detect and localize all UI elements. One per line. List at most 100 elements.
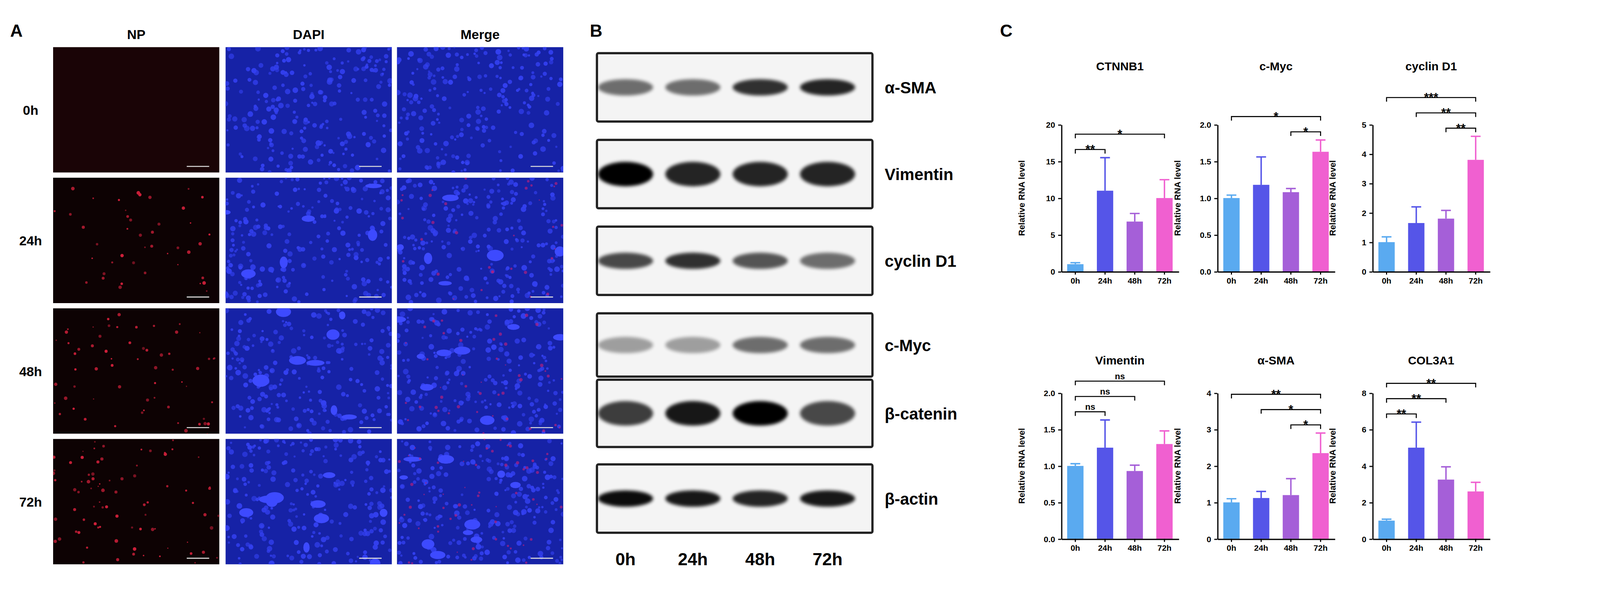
np-signal xyxy=(108,479,111,482)
nucleus xyxy=(409,80,414,85)
nucleus xyxy=(227,535,230,539)
nucleus xyxy=(252,205,256,209)
nucleus xyxy=(289,131,293,136)
nucleus xyxy=(270,476,276,483)
nucleus xyxy=(356,243,360,247)
np-signal xyxy=(140,448,143,451)
nucleus xyxy=(368,475,374,481)
syncytium xyxy=(266,497,278,508)
nucleus xyxy=(360,197,364,200)
nucleus xyxy=(378,450,382,454)
nucleus xyxy=(407,207,410,210)
nucleus xyxy=(278,335,284,341)
nucleus xyxy=(303,333,306,337)
nucleus xyxy=(255,119,260,125)
scale-bar xyxy=(186,557,209,559)
nucleus xyxy=(380,519,386,525)
nucleus xyxy=(538,419,543,424)
nucleus xyxy=(508,53,513,57)
nucleus xyxy=(387,216,392,221)
np-signal xyxy=(207,422,211,426)
np-signal xyxy=(432,319,436,323)
nucleus xyxy=(380,377,384,381)
np-signal xyxy=(116,326,118,329)
nucleus xyxy=(325,360,329,365)
nucleus xyxy=(385,195,391,201)
nucleus xyxy=(340,61,344,65)
nucleus xyxy=(239,89,243,94)
nucleus xyxy=(534,52,540,57)
nucleus xyxy=(496,92,502,98)
nucleus xyxy=(513,264,517,268)
nucleus xyxy=(250,399,256,404)
nucleus xyxy=(262,292,268,297)
np-signal xyxy=(428,193,432,197)
nucleus xyxy=(432,496,438,502)
np-signal xyxy=(145,348,149,352)
nucleus xyxy=(529,273,534,278)
np-signal xyxy=(201,196,204,199)
nucleus xyxy=(328,428,333,433)
nucleus xyxy=(510,294,515,299)
nucleus xyxy=(549,76,553,81)
nucleus xyxy=(335,479,341,484)
nucleus xyxy=(379,80,383,84)
nucleus xyxy=(282,278,287,283)
nucleus xyxy=(372,417,376,422)
nucleus xyxy=(405,116,409,120)
np-signal xyxy=(154,528,156,530)
np-signal xyxy=(209,526,214,530)
nucleus xyxy=(341,177,344,180)
nucleus xyxy=(397,419,404,425)
nucleus xyxy=(505,521,511,527)
np-signal xyxy=(101,488,105,493)
np-signal xyxy=(476,410,479,413)
nucleus xyxy=(389,128,392,133)
np-signal xyxy=(101,276,105,280)
np-signal xyxy=(77,348,81,351)
nucleus xyxy=(241,296,245,300)
np-signal xyxy=(440,319,443,322)
nucleus xyxy=(376,289,379,292)
np-signal xyxy=(530,184,533,187)
nucleus xyxy=(252,79,259,86)
np-signal xyxy=(434,405,438,409)
nucleus xyxy=(375,455,379,459)
nucleus xyxy=(332,57,336,61)
nucleus xyxy=(500,104,503,107)
nucleus xyxy=(283,369,289,375)
nucleus xyxy=(496,228,502,233)
np-signal xyxy=(166,485,169,488)
nucleus xyxy=(275,53,280,58)
nucleus xyxy=(328,163,331,167)
np-signal xyxy=(401,194,404,197)
nucleus xyxy=(436,94,440,97)
nucleus xyxy=(410,389,417,395)
nucleus xyxy=(320,247,324,251)
nucleus xyxy=(555,145,558,149)
nucleus xyxy=(400,187,404,192)
nucleus xyxy=(514,387,518,390)
nucleus xyxy=(507,49,510,52)
np-signal xyxy=(198,423,201,426)
np-signal xyxy=(53,210,56,213)
nucleus xyxy=(367,58,372,63)
nucleus xyxy=(397,541,402,545)
nucleus xyxy=(259,532,265,538)
nucleus xyxy=(250,184,254,188)
nucleus xyxy=(272,384,277,390)
scale-bar xyxy=(530,166,553,168)
nucleus xyxy=(348,503,354,509)
nucleus xyxy=(361,109,367,115)
nucleus xyxy=(271,149,275,152)
nucleus xyxy=(421,292,427,298)
nucleus xyxy=(307,159,314,165)
nucleus xyxy=(523,372,527,376)
nucleus xyxy=(268,128,275,134)
nucleus xyxy=(257,483,261,487)
nucleus xyxy=(406,374,411,379)
nucleus xyxy=(327,370,331,374)
np-signal xyxy=(96,460,100,464)
nucleus xyxy=(431,485,436,490)
nucleus xyxy=(448,79,454,85)
